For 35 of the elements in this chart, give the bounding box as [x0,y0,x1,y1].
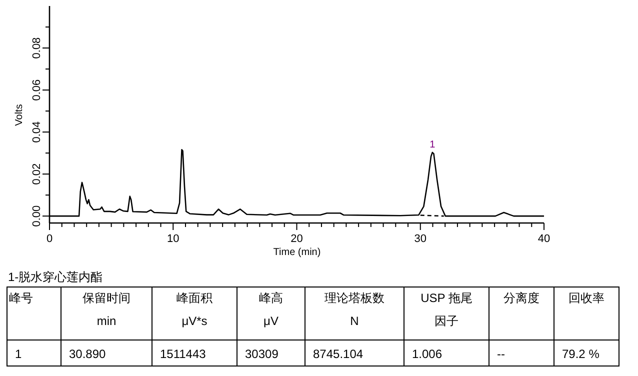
annotation: 1 [430,139,436,150]
text: 因子 [434,314,458,328]
text: 分离度 [504,291,540,305]
text: 峰面积 [176,291,212,305]
text: -- [497,347,505,361]
x-tick-label: 0 [46,233,53,245]
text: 79.2 % [562,347,600,361]
text: 30.890 [69,347,106,361]
text: 1-脱水穿心莲内酯 [8,270,103,284]
text: 30309 [245,347,279,361]
y-tick-label: 0.02 [31,163,43,185]
text: 理论塔板数 [324,291,384,305]
text: 峰号 [9,291,33,305]
text: 8745.104 [313,347,364,361]
y-tick-label: 0.06 [31,79,43,101]
x-tick-label: 30 [414,233,426,245]
x-axis-title: Time (min) [273,247,321,258]
text: 1511443 [160,347,206,361]
text: 回收率 [568,291,604,305]
x-tick-label: 20 [290,233,303,245]
text: 1 [15,347,22,361]
text: μV*s [182,314,208,328]
y-tick-label: 0.00 [31,205,43,227]
text: USP 拖尾 [420,291,472,305]
text: 保留时间 [82,291,130,305]
text: 峰高 [259,291,283,305]
y-axis-title: Volts [14,104,25,126]
text: min [96,314,116,328]
x-tick-label: 40 [538,233,550,245]
y-tick-label: 0.04 [31,121,43,143]
text: N [350,314,359,328]
y-tick-label: 0.08 [31,37,43,59]
x-tick-label: 10 [167,233,180,245]
text: 1.006 [412,347,442,361]
text: μV [264,314,278,328]
